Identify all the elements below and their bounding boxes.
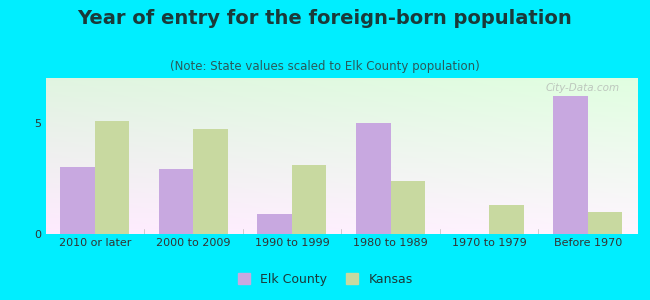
Text: (Note: State values scaled to Elk County population): (Note: State values scaled to Elk County…	[170, 60, 480, 73]
Legend: Elk County, Kansas: Elk County, Kansas	[233, 268, 417, 291]
Bar	[159, 169, 194, 234]
Bar	[292, 165, 326, 234]
Bar	[391, 181, 425, 234]
Bar	[553, 96, 588, 234]
Bar	[95, 122, 129, 234]
Bar	[257, 214, 292, 234]
Bar	[356, 123, 391, 234]
Text: City-Data.com: City-Data.com	[545, 83, 619, 93]
Bar	[60, 167, 95, 234]
Bar	[194, 129, 228, 234]
Bar	[588, 212, 622, 234]
Bar	[489, 205, 524, 234]
Text: Year of entry for the foreign-born population: Year of entry for the foreign-born popul…	[77, 9, 573, 28]
